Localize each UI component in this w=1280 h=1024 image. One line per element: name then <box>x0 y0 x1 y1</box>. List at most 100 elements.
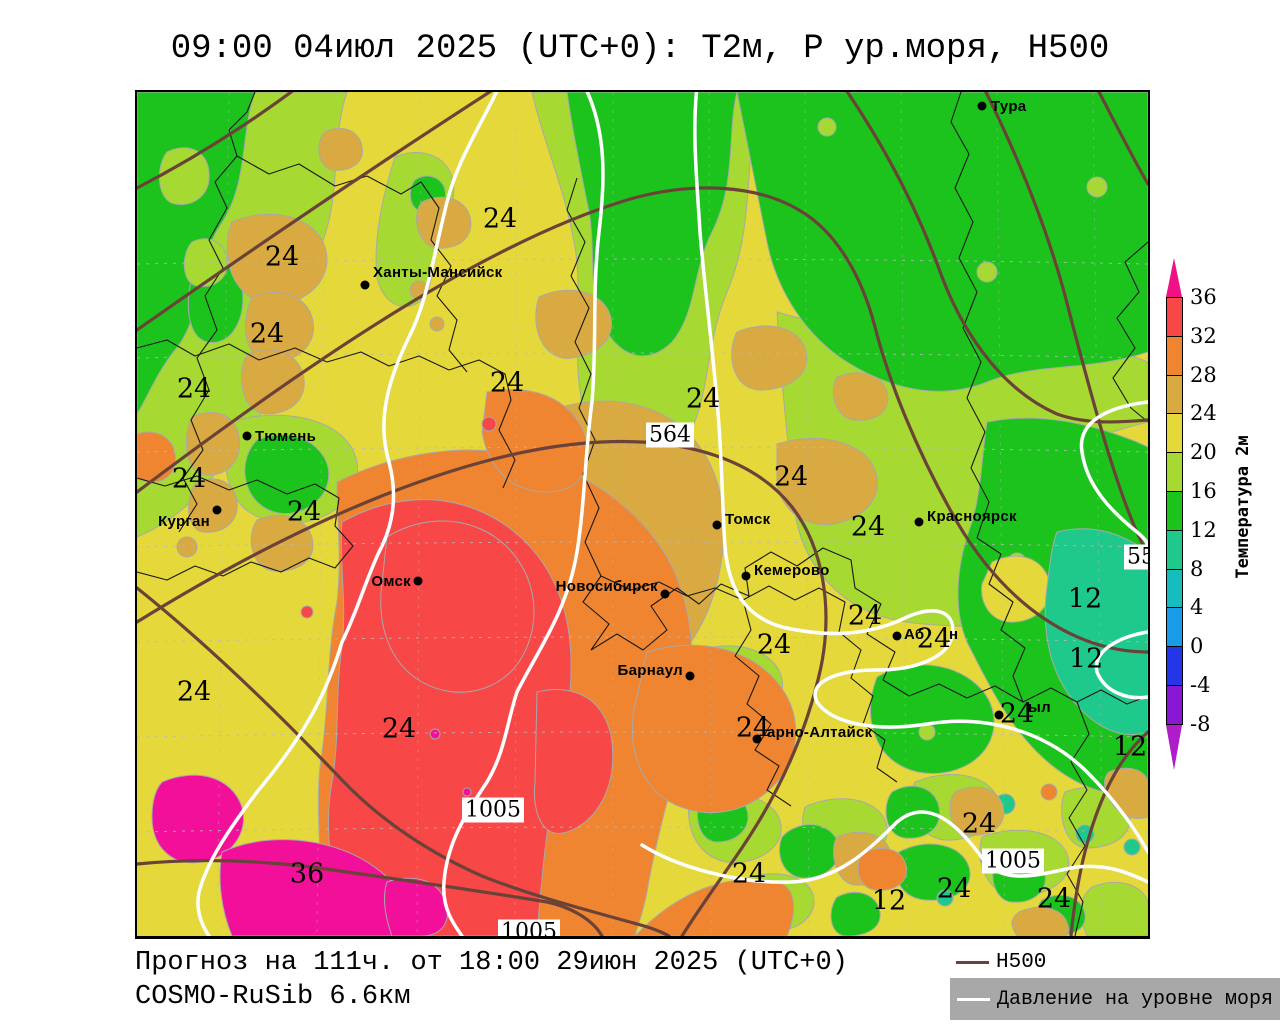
colorbar-tick: 8 <box>1190 556 1204 581</box>
city-dot <box>741 571 751 581</box>
temperature-label: 12 <box>1068 643 1104 675</box>
city-dot <box>977 101 987 111</box>
colorbar-tick: -4 <box>1190 673 1211 697</box>
city-label: Новосибирск <box>555 578 658 595</box>
colorbar-segment <box>1166 297 1183 337</box>
city-dot <box>360 280 370 290</box>
temperature-label: 24 <box>850 511 886 543</box>
city-label: Ханты-Мансийск <box>373 264 503 281</box>
temperature-label: 24 <box>1036 883 1072 915</box>
colorbar-title: Температура 2м <box>1233 435 1253 579</box>
city-dot <box>712 520 722 530</box>
contour-value-label: 1005 <box>982 848 1044 874</box>
colorbar-segment <box>1166 453 1183 492</box>
city-dot <box>914 517 924 527</box>
city-label: Барнаул <box>617 662 683 679</box>
temperature-label: 24 <box>773 461 809 493</box>
pressure-contours <box>196 92 1148 936</box>
temperature-label: 24 <box>847 600 883 632</box>
colorbar-arrow-bottom <box>1166 724 1182 770</box>
temperature-label: 24 <box>756 629 792 661</box>
contour-value-label: 1005 <box>498 919 560 936</box>
temperature-label: 24 <box>286 496 322 528</box>
contour-value-label: 1005 <box>462 797 524 823</box>
temperature-label: 24 <box>999 698 1035 730</box>
weather-map: Тура Ханты-Мансийск Тюмень Курган Омск Новоси… <box>135 90 1150 939</box>
colorbar-tick: 20 <box>1190 440 1217 465</box>
colorbar-segment <box>1166 414 1183 454</box>
city-label: арно-Алтайск <box>767 724 873 741</box>
colorbar-segment <box>1166 375 1183 415</box>
city-dot <box>212 505 222 515</box>
city-label: Тура <box>991 98 1027 115</box>
temperature-label: 12 <box>1067 583 1103 615</box>
colorbar-tick: 24 <box>1190 401 1217 426</box>
colorbar-ticks: 36 32 28 24 20 16 12 8 4 0 -4 -8 <box>1190 258 1240 778</box>
colorbar-segment <box>1166 608 1183 648</box>
graticule <box>137 92 1148 936</box>
colorbar-segment <box>1166 685 1183 725</box>
temperature-label: 24 <box>916 623 952 655</box>
colorbar-segment <box>1166 647 1183 686</box>
colorbar-tick: 28 <box>1190 362 1217 387</box>
city-label: Кемерово <box>754 562 830 579</box>
colorbar <box>1166 258 1183 770</box>
temperature-label: 24 <box>249 318 285 350</box>
temperature-label: 12 <box>1112 731 1148 763</box>
contour-value-label: 564 <box>646 422 694 448</box>
region-yellow-green-inner <box>158 117 1108 741</box>
legend-h500-line <box>956 961 989 964</box>
colorbar-tick: 16 <box>1190 479 1217 503</box>
city-label: Курган <box>158 513 210 530</box>
temperature-label: 24 <box>685 383 721 415</box>
temperature-label: 24 <box>381 713 417 745</box>
city-label: Омск <box>371 573 411 590</box>
colorbar-segment <box>1166 491 1183 531</box>
colorbar-tick: 4 <box>1190 595 1204 620</box>
colorbar-tick: 0 <box>1190 634 1204 659</box>
h500-contours <box>137 92 1148 936</box>
colorbar-tick: 32 <box>1190 323 1217 348</box>
temperature-label: 24 <box>482 203 518 235</box>
map-labels: Тура Ханты-Мансийск Тюмень Курган Омск Новоси… <box>137 92 1148 936</box>
legend-pressure-band: Давление на уровне моря <box>950 978 1280 1020</box>
city-dot <box>892 631 902 641</box>
city-dot <box>685 671 695 681</box>
temperature-label: 12 <box>871 885 907 917</box>
legend-h500-label: H500 <box>996 951 1047 974</box>
city-dot <box>413 576 423 586</box>
city-label: Томск <box>725 511 771 528</box>
temperature-label: 24 <box>961 808 997 840</box>
city-label: ыл <box>1028 699 1051 716</box>
city-label: Тюмень <box>255 428 317 445</box>
legend-pressure-label: Давление на уровне моря <box>997 988 1274 1011</box>
colorbar-arrow-top <box>1166 258 1182 297</box>
temperature-label: 24 <box>735 712 771 744</box>
region-red <box>300 416 614 936</box>
colorbar-tick: -8 <box>1190 711 1211 736</box>
city-dot <box>994 710 1004 720</box>
temperature-label: 24 <box>264 241 300 273</box>
page-title: 09:00 04июл 2025 (UTC+0): Т2м, P ур.моря… <box>170 30 1110 68</box>
legend-pressure-line <box>957 998 990 1001</box>
city-dot <box>242 431 252 441</box>
temperature-label: 24 <box>176 373 212 405</box>
colorbar-tick: 36 <box>1190 285 1217 309</box>
temperature-label: 24 <box>489 367 525 399</box>
city-dot <box>752 734 762 744</box>
city-dot <box>660 589 670 599</box>
temperature-label: 24 <box>171 463 207 495</box>
city-label: н <box>949 626 959 643</box>
temperature-label: 36 <box>289 858 325 890</box>
colorbar-segment <box>1166 530 1183 570</box>
city-label: Красноярск <box>927 508 1017 525</box>
colorbar-segment <box>1166 336 1183 376</box>
temperature-label: 24 <box>731 858 767 890</box>
temperature-label: 24 <box>936 873 972 905</box>
colorbar-tick: 12 <box>1190 517 1217 542</box>
colorbar-segments <box>1166 297 1183 725</box>
model-info: COSMO-RuSib 6.6км <box>135 982 411 1012</box>
forecast-info: Прогноз на 111ч. от 18:00 29июн 2025 (UT… <box>135 948 848 978</box>
city-label: Аб <box>904 626 925 643</box>
